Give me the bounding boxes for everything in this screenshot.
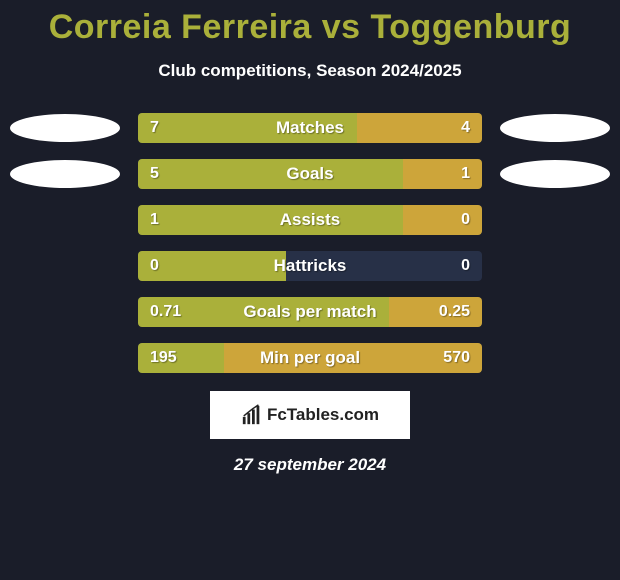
stat-bar: Hattricks0 0	[138, 251, 482, 281]
stat-bar: Matches7 4	[138, 113, 482, 143]
stat-label: Matches	[138, 113, 482, 143]
stat-row: Matches7 4	[0, 113, 620, 143]
stat-value-left: 5	[150, 159, 159, 189]
brand-text: FcTables.com	[267, 405, 379, 425]
subtitle: Club competitions, Season 2024/2025	[0, 61, 620, 81]
stat-value-left: 1	[150, 205, 159, 235]
stat-bar: Min per goal195 570	[138, 343, 482, 373]
brand-badge[interactable]: FcTables.com	[210, 391, 410, 439]
stat-bar: Assists1 0	[138, 205, 482, 235]
stat-label: Goals	[138, 159, 482, 189]
stat-row: Assists1 0	[0, 205, 620, 235]
stat-bar: Goals per match0.71 0.25	[138, 297, 482, 327]
stat-row: Goals5 1	[0, 159, 620, 189]
comparison-widget: Correia Ferreira vs Toggenburg Club comp…	[0, 0, 620, 475]
stat-bar: Goals5 1	[138, 159, 482, 189]
player-badge-right	[500, 114, 610, 142]
stat-row: Min per goal195 570	[0, 343, 620, 373]
player-badge-left	[10, 114, 120, 142]
stats-chart: Matches74Goals51Assists10Hattricks00Goal…	[0, 113, 620, 373]
stat-label: Assists	[138, 205, 482, 235]
player-badge-left	[10, 160, 120, 188]
stat-value-left: 195	[150, 343, 177, 373]
stat-row: Hattricks0 0	[0, 251, 620, 281]
stat-value-right: 0	[461, 251, 470, 281]
stat-label: Goals per match	[138, 297, 482, 327]
stat-label: Hattricks	[138, 251, 482, 281]
stat-row: Goals per match0.71 0.25	[0, 297, 620, 327]
stat-value-right: 1	[461, 159, 470, 189]
stat-value-left: 7	[150, 113, 159, 143]
stat-value-left: 0	[150, 251, 159, 281]
fctables-logo-icon	[241, 404, 263, 426]
player-badge-right	[500, 160, 610, 188]
stat-value-right: 4	[461, 113, 470, 143]
stat-value-left: 0.71	[150, 297, 181, 327]
stat-value-right: 0.25	[439, 297, 470, 327]
date-text: 27 september 2024	[0, 455, 620, 475]
stat-value-right: 0	[461, 205, 470, 235]
stat-value-right: 570	[443, 343, 470, 373]
stat-label: Min per goal	[138, 343, 482, 373]
page-title: Correia Ferreira vs Toggenburg	[0, 8, 620, 47]
